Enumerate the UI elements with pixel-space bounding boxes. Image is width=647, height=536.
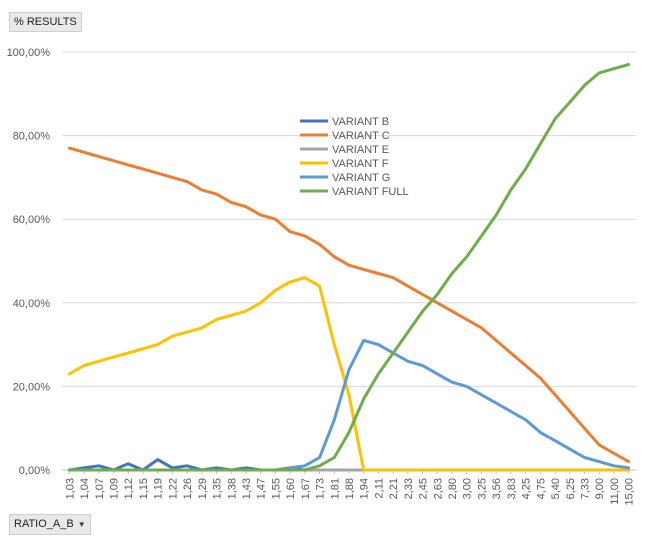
y-tick-label: 100,00% [7, 47, 51, 59]
x-tick-label: 1,04 [79, 478, 91, 499]
x-tick-label: 2,11 [373, 478, 385, 499]
x-tick-label: 5,40 [550, 478, 562, 499]
x-tick-label: 1,67 [300, 478, 312, 499]
y-tick-label: 40,00% [13, 298, 51, 310]
series-line-variant-c [67, 146, 631, 464]
x-tick-label: 11,00 [609, 478, 621, 505]
x-tick-label: 2,45 [418, 478, 430, 499]
series-line-variant-full [67, 63, 631, 472]
axis-field-label: RATIO_A_B [14, 518, 74, 530]
x-tick-label: 1,47 [256, 478, 268, 499]
y-tick-label: 0,00% [19, 465, 50, 477]
series-line-variant-g [67, 338, 631, 472]
x-tick-label: 1,03 [64, 478, 76, 499]
y-tick-label: 20,00% [13, 381, 51, 393]
x-tick-label: 2,63 [432, 478, 444, 499]
legend-label: VARIANT B [332, 116, 389, 128]
x-tick-label: 3,00 [462, 478, 474, 499]
dropdown-arrow-icon: ▼ [77, 520, 86, 529]
x-tick-label: 1,60 [285, 478, 297, 499]
x-tick-label: 1,26 [182, 478, 194, 499]
legend-label: VARIANT F [332, 158, 389, 170]
values-field-button[interactable]: % RESULTS [9, 12, 82, 32]
x-tick-label: 1,81 [329, 478, 341, 499]
legend-label: VARIANT C [332, 130, 390, 142]
x-tick-label: 1,35 [212, 478, 224, 499]
x-tick-label: 1,55 [270, 478, 282, 499]
x-tick-label: 1,12 [123, 478, 135, 499]
x-tick-label: 1,94 [359, 478, 371, 499]
x-tick-label: 1,15 [138, 478, 150, 499]
x-tick-label: 9,00 [594, 478, 606, 499]
values-field-label: % RESULTS [14, 16, 77, 28]
axis-field-button[interactable]: RATIO_A_B ▼ [9, 514, 91, 535]
x-tick-label: 1,38 [226, 478, 238, 499]
x-tick-label: 2,21 [388, 478, 400, 499]
x-tick-label: 2,33 [403, 478, 415, 499]
x-tick-label: 2,80 [447, 478, 459, 499]
x-tick-label: 3,56 [491, 478, 503, 499]
x-tick-label: 1,22 [167, 478, 179, 499]
x-tick-label: 1,29 [197, 478, 209, 499]
x-tick-label: 15,00 [624, 478, 636, 506]
x-tick-label: 3,25 [476, 478, 488, 499]
x-tick-label: 1,09 [109, 478, 121, 499]
x-tick-label: 7,33 [579, 478, 591, 499]
x-tick-label: 3,83 [506, 478, 518, 499]
x-tick-label: 1,07 [94, 478, 106, 499]
legend-label: VARIANT FULL [332, 186, 409, 198]
x-tick-label: 6,25 [565, 478, 577, 499]
x-tick-label: 4,75 [535, 478, 547, 499]
series-line-variant-f [67, 276, 631, 472]
legend-label: VARIANT E [332, 144, 389, 156]
legend-label: VARIANT G [332, 172, 390, 184]
x-tick-label: 4,25 [521, 478, 533, 499]
series-line-variant-b [67, 458, 631, 472]
x-tick-label: 1,43 [241, 478, 253, 499]
y-tick-label: 60,00% [13, 214, 51, 226]
y-tick-label: 80,00% [13, 131, 51, 143]
x-tick-label: 1,73 [315, 478, 327, 499]
x-tick-label: 1,19 [153, 478, 165, 499]
x-tick-label: 1,88 [344, 478, 356, 499]
